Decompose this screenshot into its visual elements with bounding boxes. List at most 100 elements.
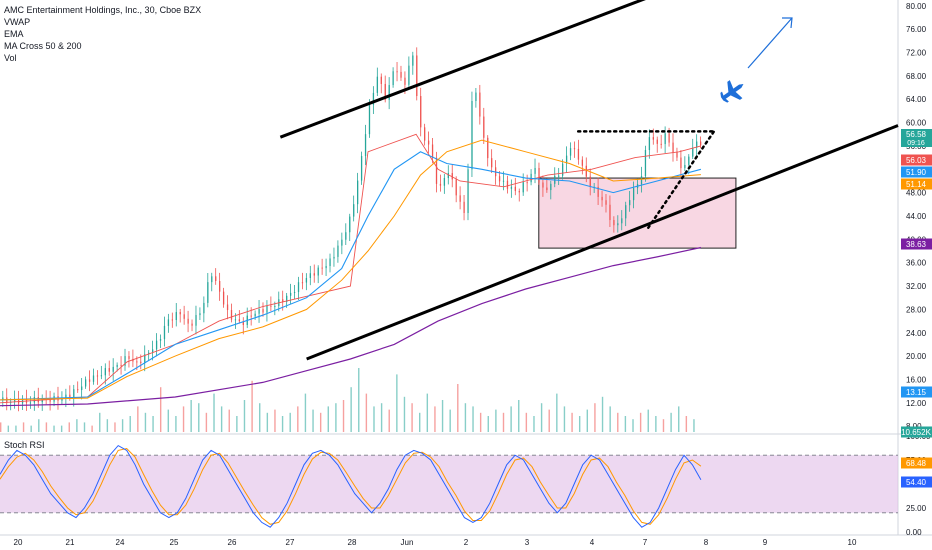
rsi-tick-label: 25.00 <box>906 504 927 513</box>
candle-body <box>360 156 363 181</box>
candle-body <box>191 323 193 326</box>
candle-body <box>250 315 252 317</box>
time-tick-label: 24 <box>116 538 125 547</box>
price-tick-label: 76.00 <box>906 25 927 34</box>
volume-bar <box>220 406 223 432</box>
candle-body <box>483 116 485 138</box>
volume-bar <box>510 406 512 432</box>
candle-body <box>61 397 63 401</box>
volume-bar <box>175 416 177 432</box>
candle-body <box>668 133 670 143</box>
candle-body <box>274 306 276 308</box>
price-tag-label: 56.58 <box>906 130 927 139</box>
price-tick-label: 28.00 <box>906 305 927 314</box>
volume-bar <box>99 412 101 432</box>
candle-body <box>301 282 304 284</box>
price-tick-label: 60.00 <box>906 119 927 128</box>
candle-body <box>84 379 87 387</box>
price-tag <box>901 166 932 178</box>
candle-body <box>341 239 343 246</box>
candle-body <box>100 375 103 377</box>
candle-body <box>148 352 150 355</box>
price-tag <box>901 386 932 398</box>
ma50-line <box>0 139 701 401</box>
candle-body <box>211 276 213 283</box>
time-tick-label: 8 <box>704 538 709 547</box>
volume-bar <box>502 412 505 432</box>
candle-body <box>152 349 154 353</box>
candle-body <box>372 92 375 105</box>
volume-bar <box>121 419 124 432</box>
candle-body <box>317 267 319 276</box>
chart-legend: AMC Entertainment Holdings, Inc., 30, Cb… <box>4 4 201 64</box>
volume-bar <box>22 422 25 432</box>
price-tag <box>901 457 932 469</box>
candle-body <box>502 180 505 182</box>
time-tick-label: 9 <box>763 538 768 547</box>
price-tick-label: 12.00 <box>906 399 927 408</box>
candle-body <box>577 148 580 160</box>
volume-bar <box>289 412 291 432</box>
volume-bar <box>30 425 32 432</box>
volume-bar <box>83 422 86 432</box>
candle-body <box>581 159 584 166</box>
candle-body <box>357 180 359 205</box>
candle-body <box>692 147 694 157</box>
candle-body <box>258 309 260 314</box>
volume-bar <box>106 419 109 432</box>
candle-body <box>439 183 442 186</box>
volume-bar <box>350 387 352 432</box>
volume-bar <box>617 412 619 432</box>
candle-body <box>376 76 379 93</box>
volume-bar <box>297 406 299 432</box>
candle-body <box>625 205 627 219</box>
candle-body <box>155 340 158 350</box>
candle-body <box>242 321 244 325</box>
volume-bar <box>159 387 162 432</box>
candle-body <box>2 397 4 400</box>
candle-body <box>124 356 126 366</box>
candle-body <box>325 266 327 269</box>
time-tick-label: 25 <box>170 538 179 547</box>
volume-bar <box>693 419 695 432</box>
candle-body <box>684 164 686 169</box>
volume-bar <box>578 416 581 432</box>
candle-body <box>680 157 682 169</box>
candle-body <box>77 389 79 391</box>
channel-lower-line <box>306 124 899 361</box>
volume-bar <box>213 393 215 432</box>
candle-body <box>522 182 524 193</box>
price-tick-label: 72.00 <box>906 49 927 58</box>
candle-body <box>526 182 528 184</box>
candle-body <box>195 315 197 326</box>
candle-body <box>81 386 83 391</box>
legend-ma-cross: MA Cross 50 & 200 <box>4 41 82 51</box>
volume-bar <box>182 406 185 432</box>
candle-body <box>262 309 264 313</box>
volume-bar <box>601 396 604 432</box>
candle-body <box>297 282 300 292</box>
volume-bar <box>342 400 345 432</box>
rsi-tick-label: 0.00 <box>906 528 922 537</box>
time-tick-label: 27 <box>286 538 295 547</box>
candle-body <box>546 187 548 191</box>
candle-body <box>282 299 284 303</box>
candle-body <box>396 71 398 73</box>
volume-bar <box>464 403 467 432</box>
volume-bar <box>449 409 451 432</box>
time-tick-label: 2 <box>464 538 469 547</box>
candle-body <box>136 361 138 363</box>
candle-body <box>116 364 118 367</box>
vwap-line <box>0 133 702 404</box>
candle-body <box>613 220 615 226</box>
candle-body <box>601 196 603 201</box>
candle-body <box>270 305 272 307</box>
legend-ema: EMA <box>4 29 24 39</box>
candle-body <box>424 127 426 141</box>
volume-bar <box>205 412 208 432</box>
candle-body <box>408 65 410 85</box>
candle-body <box>498 176 501 182</box>
ma200-line <box>0 246 702 407</box>
volume-bar <box>380 403 383 432</box>
